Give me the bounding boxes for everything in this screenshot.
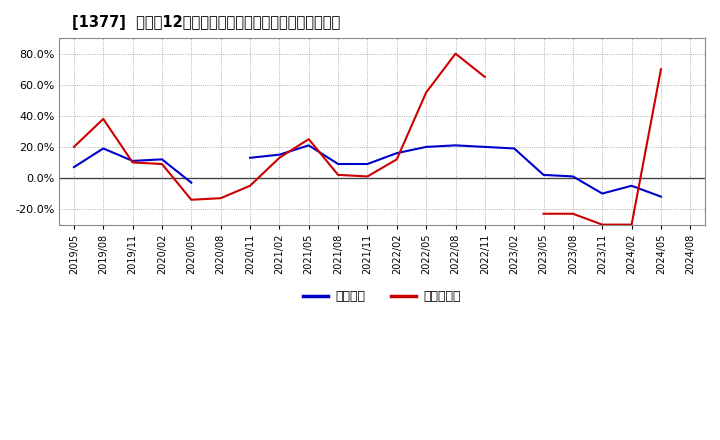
Legend: 経常利益, 当期純利益: 経常利益, 当期純利益 — [298, 285, 466, 308]
経常利益 — [334, 161, 343, 167]
経常利益 — [598, 191, 606, 196]
当期純利益 — [334, 172, 343, 177]
当期純利益 — [657, 66, 665, 72]
当期純利益 — [305, 136, 313, 142]
経常利益 — [275, 152, 284, 158]
当期純利益 — [392, 157, 401, 162]
経常利益 — [451, 143, 460, 148]
Text: [1377]  利益だ12か月移動合計の対前年同期増減率の推移: [1377] 利益だ12か月移動合計の対前年同期増減率の推移 — [72, 15, 341, 30]
当期純利益 — [363, 174, 372, 179]
Line: 当期純利益: 当期純利益 — [74, 54, 661, 225]
経常利益 — [627, 183, 636, 188]
当期純利益 — [451, 51, 460, 56]
当期純利益 — [128, 160, 137, 165]
Line: 経常利益: 経常利益 — [74, 145, 661, 197]
経常利益 — [510, 146, 518, 151]
経常利益 — [657, 194, 665, 199]
当期純利益 — [480, 74, 489, 80]
当期純利益 — [422, 90, 431, 95]
経常利益 — [187, 180, 196, 185]
当期純利益 — [70, 144, 78, 150]
経常利益 — [128, 158, 137, 164]
経常利益 — [392, 150, 401, 156]
当期純利益 — [158, 161, 166, 167]
経常利益 — [422, 144, 431, 150]
経常利益 — [539, 172, 548, 177]
経常利益 — [70, 165, 78, 170]
当期純利益 — [598, 222, 606, 227]
当期純利益 — [539, 211, 548, 216]
当期純利益 — [187, 197, 196, 202]
経常利益 — [99, 146, 107, 151]
経常利益 — [246, 155, 254, 161]
経常利益 — [569, 174, 577, 179]
当期純利益 — [216, 195, 225, 201]
当期純利益 — [627, 222, 636, 227]
当期純利益 — [569, 211, 577, 216]
経常利益 — [305, 143, 313, 148]
経常利益 — [363, 161, 372, 167]
当期純利益 — [275, 155, 284, 161]
当期純利益 — [99, 116, 107, 121]
経常利益 — [158, 157, 166, 162]
当期純利益 — [246, 183, 254, 188]
経常利益 — [480, 144, 489, 150]
